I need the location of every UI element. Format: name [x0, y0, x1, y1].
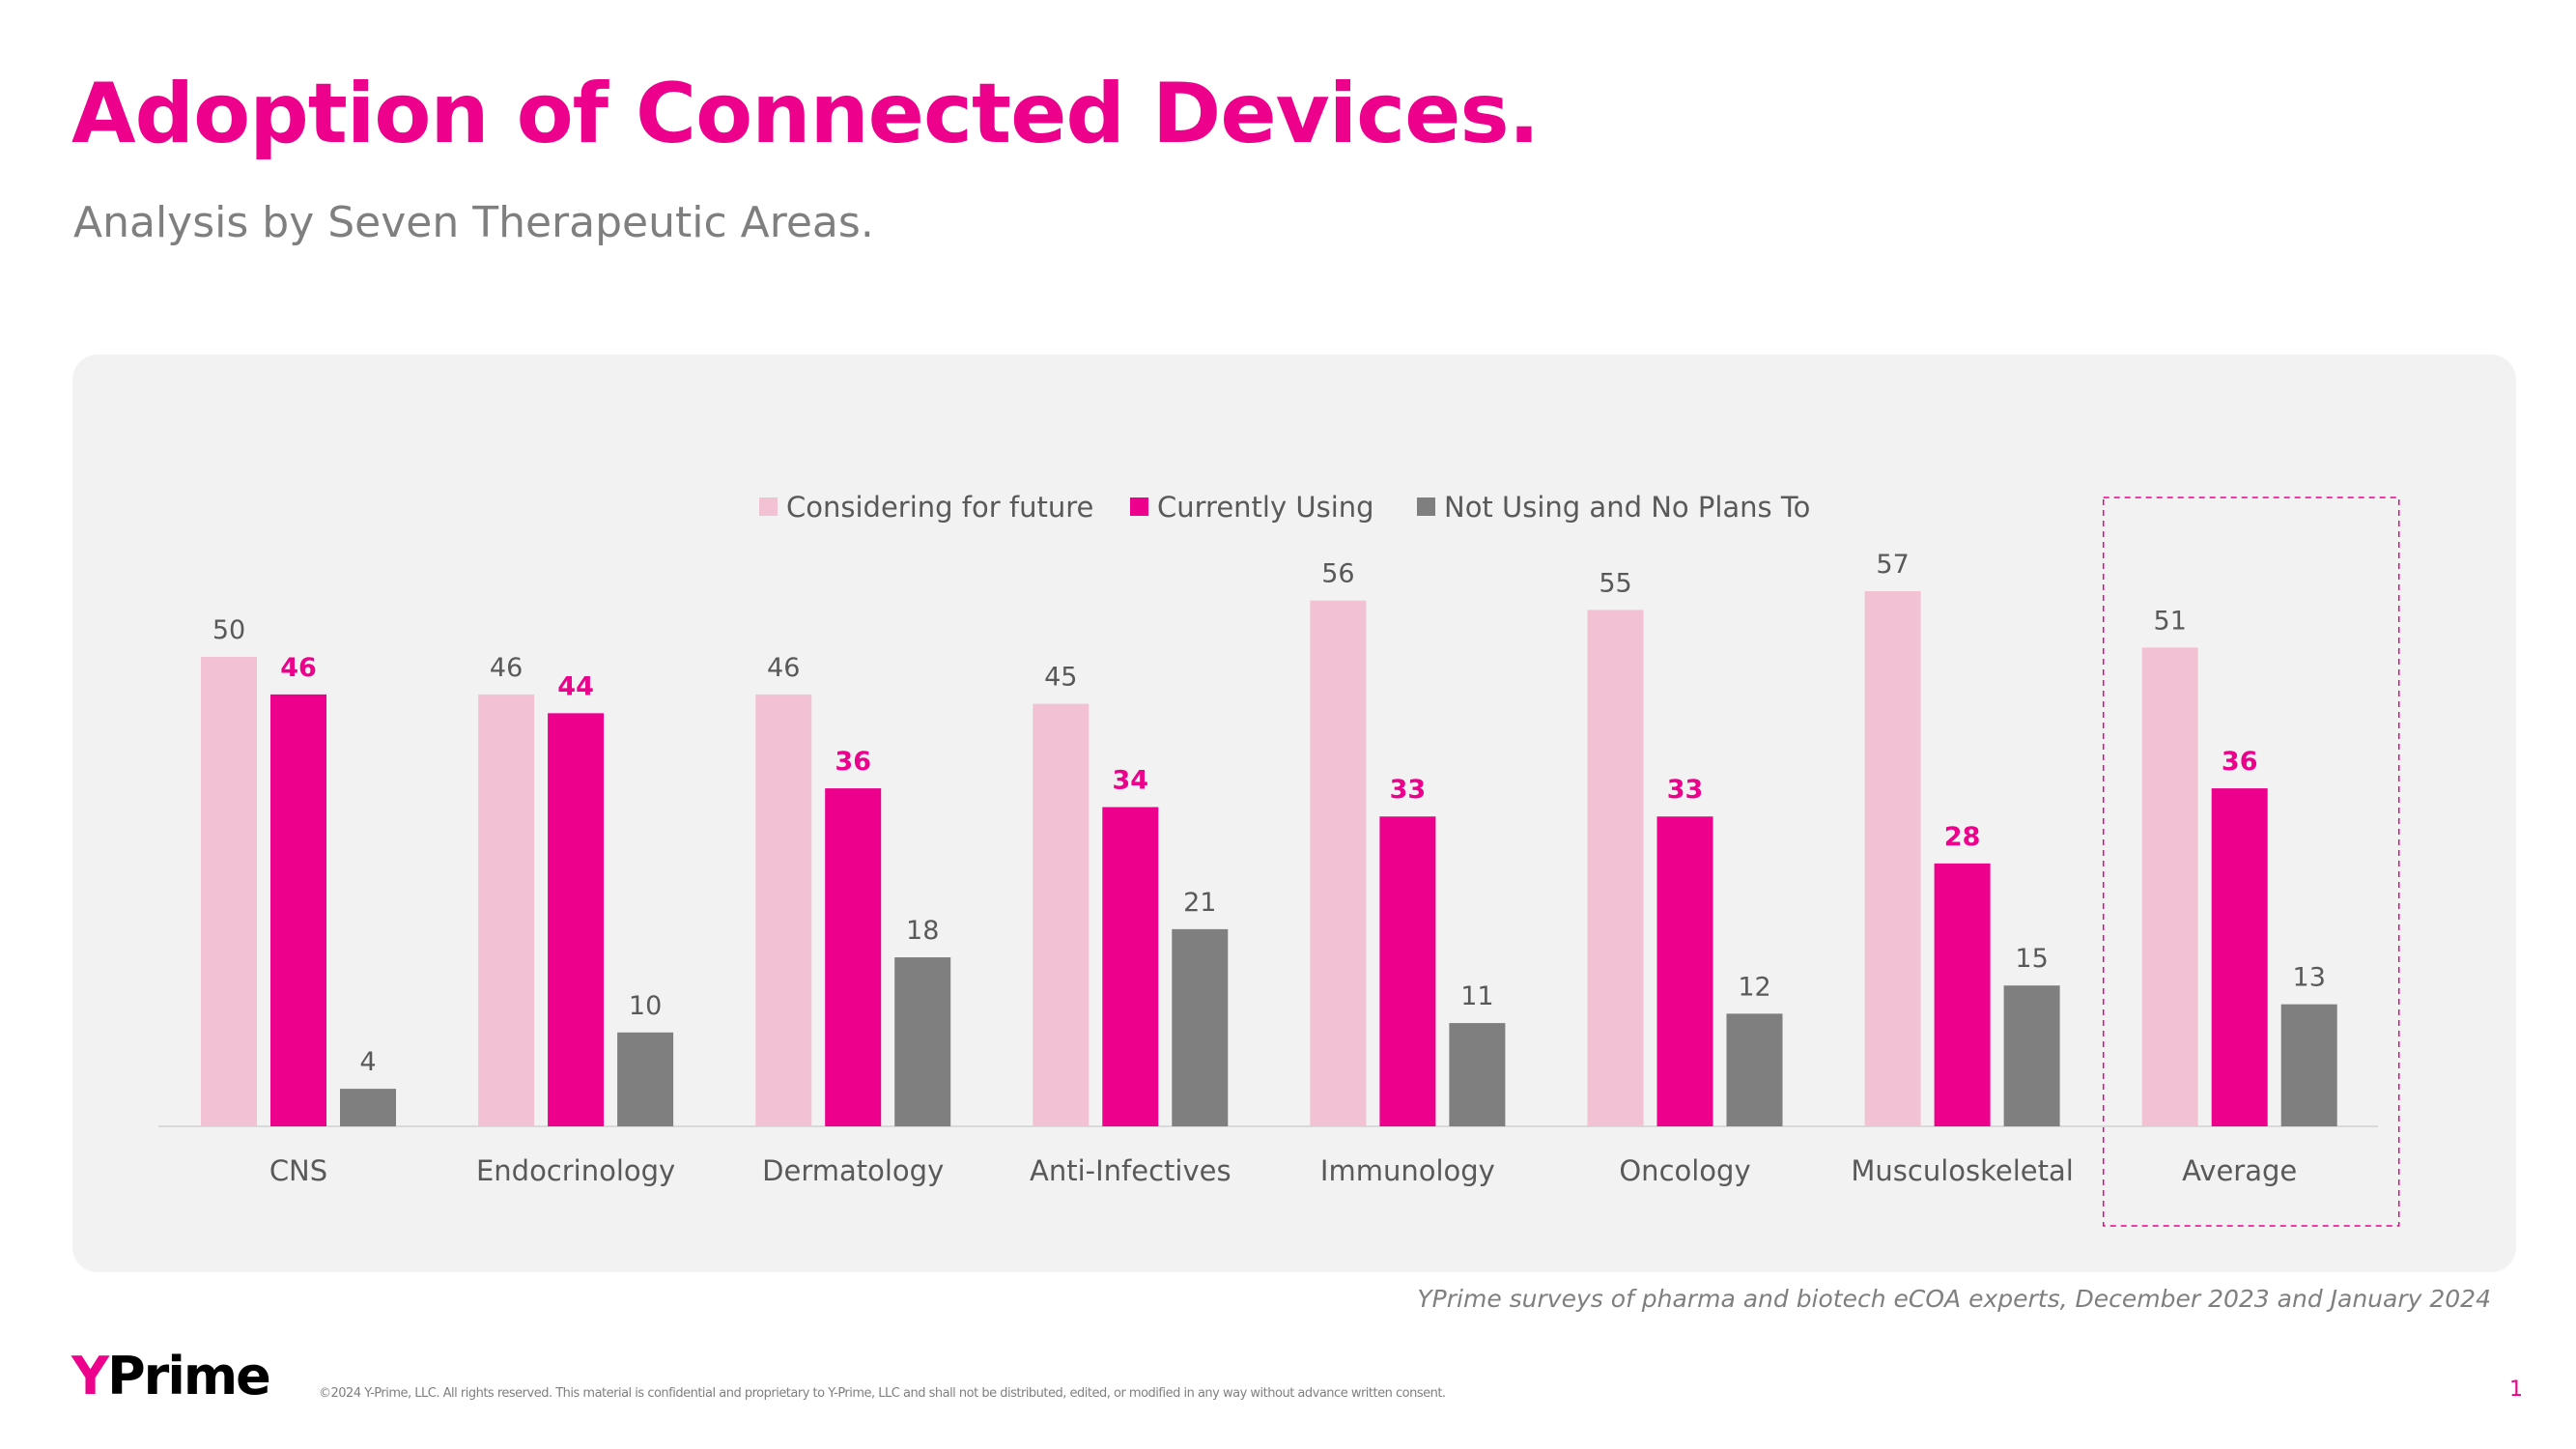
data-label: 12 [1738, 972, 1770, 1002]
data-label: 50 [212, 615, 245, 645]
data-label: 45 [1044, 663, 1077, 693]
data-label: 15 [2015, 944, 2048, 974]
bar-cns-1 [270, 694, 326, 1126]
bar-musculoskeletal-1 [1934, 863, 1991, 1126]
bar-anti-infectives-0 [1033, 703, 1090, 1126]
data-label: 4 [359, 1047, 376, 1077]
data-label: 28 [1944, 822, 1981, 852]
data-label: 21 [1183, 888, 1216, 918]
bar-musculoskeletal-2 [2003, 985, 2060, 1126]
page-title: Adoption of Connected Devices. [71, 66, 1540, 162]
category-label: Anti-Infectives [1030, 1154, 1231, 1187]
page-subtitle: Analysis by Seven Therapeutic Areas. [73, 198, 874, 247]
data-label: 11 [1460, 981, 1493, 1011]
data-label: 46 [490, 653, 523, 683]
data-label: 55 [1599, 568, 1631, 598]
bar-oncology-1 [1656, 816, 1713, 1126]
bar-cns-2 [340, 1089, 396, 1126]
legend-label: Currently Using [1157, 491, 1374, 524]
bar-cns-0 [201, 657, 257, 1126]
highlight-box [2102, 497, 2400, 1227]
bar-endocrinology-1 [548, 713, 605, 1126]
legend-swatch [1417, 497, 1435, 516]
bar-dermatology-0 [755, 694, 812, 1126]
data-label: 56 [1321, 559, 1354, 589]
category-label: Musculoskeletal [1851, 1154, 2073, 1187]
bar-endocrinology-0 [478, 694, 535, 1126]
data-label: 33 [1667, 775, 1704, 805]
category-label: Average [2182, 1154, 2297, 1187]
bar-average-1 [2211, 788, 2268, 1126]
bar-dermatology-1 [825, 788, 882, 1126]
data-label: 34 [1113, 766, 1149, 796]
page-number: 1 [2509, 1378, 2523, 1402]
bar-immunology-1 [1379, 816, 1436, 1126]
data-label: 36 [2222, 747, 2258, 777]
bar-oncology-0 [1587, 610, 1644, 1126]
source-note: YPrime surveys of pharma and biotech eCO… [1417, 1285, 2491, 1313]
category-label: Immunology [1320, 1154, 1495, 1187]
data-label: 46 [280, 653, 317, 683]
bar-endocrinology-2 [617, 1032, 674, 1126]
category-label: Endocrinology [476, 1154, 675, 1187]
legend-label: Considering for future [786, 491, 1093, 524]
legend-swatch [1130, 497, 1148, 516]
bar-musculoskeletal-0 [1864, 590, 1921, 1126]
legend-label: Not Using and No Plans To [1444, 491, 1810, 524]
data-label: 36 [835, 747, 871, 777]
category-label: Dermatology [762, 1154, 944, 1187]
data-label: 51 [2154, 606, 2187, 636]
bar-anti-infectives-2 [1172, 928, 1229, 1126]
bar-dermatology-2 [894, 957, 951, 1126]
data-label: 33 [1390, 775, 1427, 805]
bar-immunology-2 [1449, 1023, 1506, 1126]
data-label: 44 [557, 671, 594, 701]
data-label: 10 [629, 991, 662, 1021]
data-label: 18 [906, 916, 939, 946]
data-label: 57 [1876, 550, 1909, 580]
bar-average-0 [2141, 647, 2198, 1126]
category-label: Oncology [1619, 1154, 1750, 1187]
bar-average-2 [2280, 1004, 2337, 1126]
data-label: 13 [2293, 963, 2326, 993]
copyright-text: ©2024 Y-Prime, LLC. All rights reserved.… [319, 1386, 1446, 1401]
bar-immunology-0 [1310, 600, 1367, 1126]
category-label: CNS [269, 1154, 327, 1187]
bar-oncology-2 [1726, 1013, 1783, 1126]
yprime-logo: YPrime [71, 1346, 271, 1406]
data-label: 46 [767, 653, 800, 683]
bar-anti-infectives-1 [1102, 807, 1159, 1126]
legend-swatch [759, 497, 778, 516]
